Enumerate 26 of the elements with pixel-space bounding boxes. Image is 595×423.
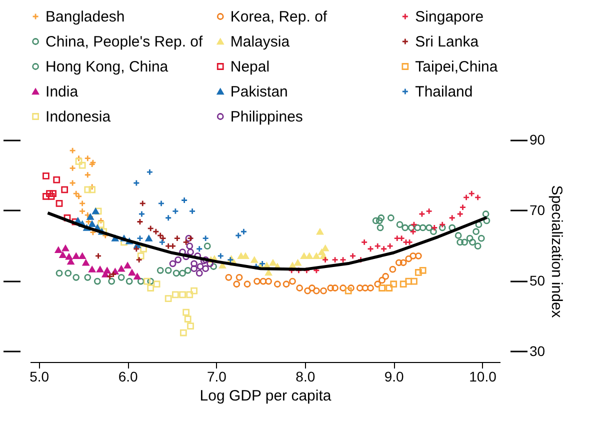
legend-label: Philippines [230, 108, 303, 126]
x-tick-label: 6.0 [118, 368, 138, 384]
x-tick-label: 10.0 [469, 368, 497, 384]
legend-label: Thailand [415, 84, 473, 100]
legend-label: Taipei,China [415, 58, 498, 76]
y-axis-title: Specialization index [548, 185, 566, 318]
legend-label: Singapore [415, 8, 484, 26]
y-tick-label: 70 [530, 202, 546, 218]
x-tick-label: 7.0 [206, 368, 227, 384]
x-tick-label: 5.0 [30, 368, 50, 384]
x-axis-title: Log GDP per capita [200, 388, 332, 404]
legend-label: Korea, Rep. of [230, 8, 328, 26]
legend-label: Bangladesh [46, 8, 125, 26]
y-tick-label: 50 [530, 272, 546, 288]
legend-label: Nepal [230, 58, 270, 76]
x-tick-label: 8.0 [296, 368, 316, 384]
x-tick-label: 9.0 [384, 368, 404, 384]
legend-label: China, People's Rep. of [46, 34, 204, 50]
legend-label: Malaysia [230, 34, 290, 50]
legend-label: Sri Lanka [415, 34, 480, 50]
y-tick-label: 30 [530, 342, 546, 359]
legend-label: Hong Kong, China [46, 58, 169, 76]
legend-label: Pakistan [230, 84, 288, 100]
y-tick-label: 90 [530, 132, 546, 148]
legend-label: India [46, 84, 79, 100]
legend-label: Indonesia [46, 108, 112, 126]
